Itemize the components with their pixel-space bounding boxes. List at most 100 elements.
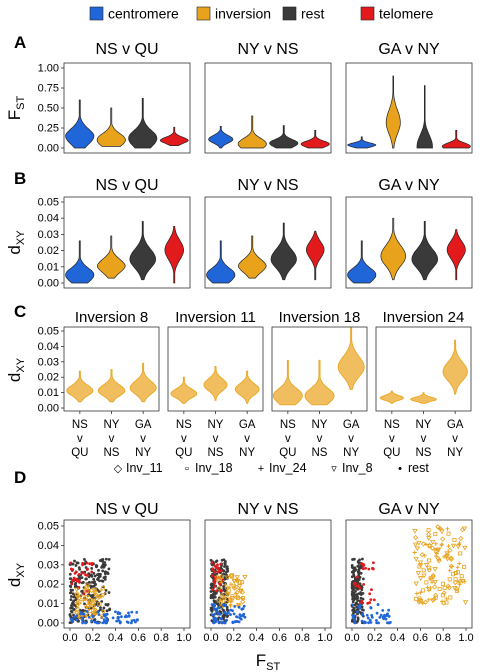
y-tick-label: 0.04 xyxy=(38,540,59,552)
violin-inversion xyxy=(380,217,406,281)
point-telomere xyxy=(216,563,219,567)
point-inversion xyxy=(426,528,431,533)
point-rest xyxy=(70,606,74,610)
point-centromere xyxy=(80,616,84,620)
point-inversion xyxy=(435,524,441,530)
point-rest xyxy=(352,606,356,610)
point-telomere xyxy=(72,578,76,582)
point-rest xyxy=(68,572,72,576)
point-inversion xyxy=(219,592,225,598)
point-centromere xyxy=(81,618,84,622)
y-tick-label: 0.00 xyxy=(38,143,59,155)
point-inversion xyxy=(216,585,222,591)
point-inversion xyxy=(240,596,245,601)
violin-inversion xyxy=(410,392,437,404)
point-rest xyxy=(354,601,358,605)
panel-letter-b: B xyxy=(14,169,26,188)
point-rest xyxy=(351,600,355,604)
point-centromere xyxy=(368,618,372,622)
point-telomere xyxy=(84,573,87,577)
point-centromere xyxy=(215,618,219,622)
violin-telomere xyxy=(446,229,466,281)
point-inversion xyxy=(91,611,98,618)
point-centromere xyxy=(210,603,214,606)
facet-title: NY v NS xyxy=(237,41,298,58)
point-centromere xyxy=(84,621,88,625)
point-rest xyxy=(89,594,93,598)
point-rest xyxy=(74,598,78,602)
point-inversion xyxy=(452,537,457,542)
point-inversion xyxy=(440,581,445,586)
violin-inversion xyxy=(96,235,126,279)
point-rest xyxy=(210,607,214,610)
point-telomere xyxy=(81,561,84,565)
point-inversion xyxy=(425,585,430,590)
point-inversion xyxy=(434,547,441,553)
point-inversion xyxy=(427,558,432,563)
x-tick-label: 0.6 xyxy=(131,632,146,644)
point-rest xyxy=(225,605,229,609)
violin-centromere xyxy=(347,136,377,149)
point-centromere xyxy=(367,621,370,625)
y-tick-label: 0.00 xyxy=(38,278,59,290)
point-telomere xyxy=(215,589,218,593)
point-telomere xyxy=(371,567,375,571)
y-axis-label: dXY xyxy=(5,562,27,587)
point-centromere xyxy=(130,610,134,614)
point-inversion xyxy=(435,547,442,553)
point-rest xyxy=(358,575,362,579)
point-rest xyxy=(359,593,363,597)
point-rest xyxy=(357,569,361,573)
point-telomere xyxy=(360,601,363,605)
point-telomere xyxy=(368,592,372,596)
point-centromere xyxy=(115,619,119,623)
y-tick-label: 0.05 xyxy=(38,326,59,338)
point-rest xyxy=(359,571,363,575)
point-rest xyxy=(351,580,354,584)
violin-telomere xyxy=(441,130,471,149)
point-telomere xyxy=(362,583,366,586)
point-rest xyxy=(72,603,76,607)
point-rest xyxy=(103,572,107,576)
facet-title: Inversion 18 xyxy=(279,309,361,326)
point-inversion xyxy=(219,600,224,605)
point-inversion xyxy=(426,567,432,573)
x-tick-label: NY xyxy=(447,447,463,459)
point-inversion xyxy=(419,552,425,558)
x-tick-label: v xyxy=(421,433,427,445)
panel-letter-c: C xyxy=(14,302,26,321)
point-telomere xyxy=(210,574,214,578)
point-telomere xyxy=(361,564,365,568)
point-inversion xyxy=(440,536,446,542)
point-telomere xyxy=(213,585,217,588)
point-rest xyxy=(104,575,107,579)
point-inversion xyxy=(433,592,439,598)
point-rest xyxy=(69,595,73,598)
violin-centromere xyxy=(206,240,236,284)
x-tick-label: 0.4 xyxy=(249,632,264,644)
point-rest xyxy=(226,567,230,571)
point-inversion xyxy=(412,550,417,555)
point-rest xyxy=(223,563,227,566)
point-rest xyxy=(105,609,109,613)
point-rest xyxy=(217,596,221,600)
point-rest xyxy=(222,569,226,573)
point-centromere xyxy=(71,617,74,621)
point-rest xyxy=(351,558,354,561)
point-inversion xyxy=(426,536,432,541)
point-inversion xyxy=(441,590,447,596)
y-tick-label: 0.50 xyxy=(38,103,59,115)
legend-label-telomere: telomere xyxy=(379,6,434,22)
point-inversion xyxy=(413,534,419,541)
point-inversion xyxy=(430,572,436,579)
point-rest xyxy=(102,606,106,610)
shape-legend-label: Inv_11 xyxy=(126,461,163,475)
point-inversion xyxy=(228,582,233,587)
point-centromere xyxy=(243,615,247,619)
facet-title: NS v QU xyxy=(95,501,158,518)
y-tick-label: 0.03 xyxy=(38,229,59,241)
point-telomere xyxy=(77,578,81,582)
point-centromere xyxy=(376,603,380,606)
x-tick-label: 0.8 xyxy=(154,632,169,644)
